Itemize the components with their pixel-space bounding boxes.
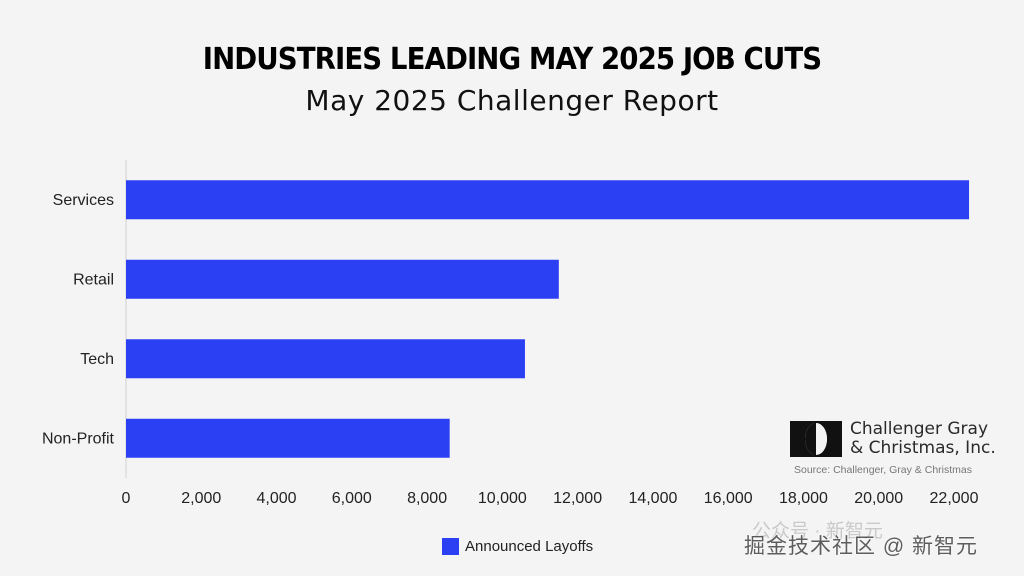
x-tick-label: 16,000 (704, 490, 753, 507)
bar-services (126, 180, 970, 220)
category-label: Retail (73, 271, 114, 288)
category-label: Non-Profit (42, 430, 115, 447)
legend-swatch (442, 538, 459, 555)
x-tick-label: 10,000 (478, 490, 527, 507)
brand-block: Challenger Gray & Christmas, Inc. (790, 420, 996, 458)
bar-retail (126, 259, 559, 299)
company-name-line1: Challenger Gray (850, 419, 989, 439)
x-tick-label: 2,000 (181, 490, 221, 507)
x-tick-label: 6,000 (332, 490, 372, 507)
chart-title: INDUSTRIES LEADING MAY 2025 JOB CUTS (202, 42, 822, 77)
x-tick-label: 14,000 (628, 490, 677, 507)
company-name-line2: & Christmas, Inc. (850, 438, 996, 458)
x-tick-label: 12,000 (553, 490, 602, 507)
chart-subtitle: May 2025 Challenger Report (305, 84, 719, 117)
x-tick-label: 4,000 (257, 490, 297, 507)
watermark: 掘金技术社区 @ 新智元 (744, 535, 978, 558)
x-tick-label: 18,000 (779, 490, 828, 507)
category-label: Services (53, 192, 114, 209)
x-tick-label: 22,000 (930, 490, 979, 507)
x-tick-label: 0 (122, 490, 131, 507)
source-note: Source: Challenger, Gray & Christmas (794, 464, 972, 476)
legend: Announced Layoffs (442, 538, 593, 555)
bar-tech (126, 339, 525, 379)
category-label: Tech (80, 351, 114, 368)
x-tick-label: 8,000 (407, 490, 447, 507)
bar-non-profit (126, 418, 450, 458)
watermark-faint: 公众号 · 新智元 (752, 521, 883, 542)
legend-label: Announced Layoffs (465, 538, 594, 555)
x-tick-label: 20,000 (854, 490, 903, 507)
company-logo-icon (790, 421, 842, 457)
